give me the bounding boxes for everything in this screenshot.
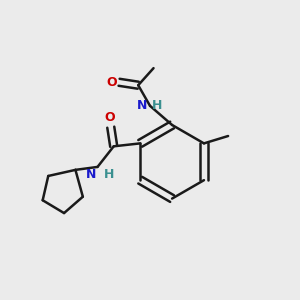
Text: O: O [104, 111, 115, 124]
Text: H: H [152, 99, 163, 112]
Text: H: H [104, 168, 114, 182]
Text: N: N [86, 168, 96, 182]
Text: N: N [137, 99, 148, 112]
Text: O: O [107, 76, 117, 89]
